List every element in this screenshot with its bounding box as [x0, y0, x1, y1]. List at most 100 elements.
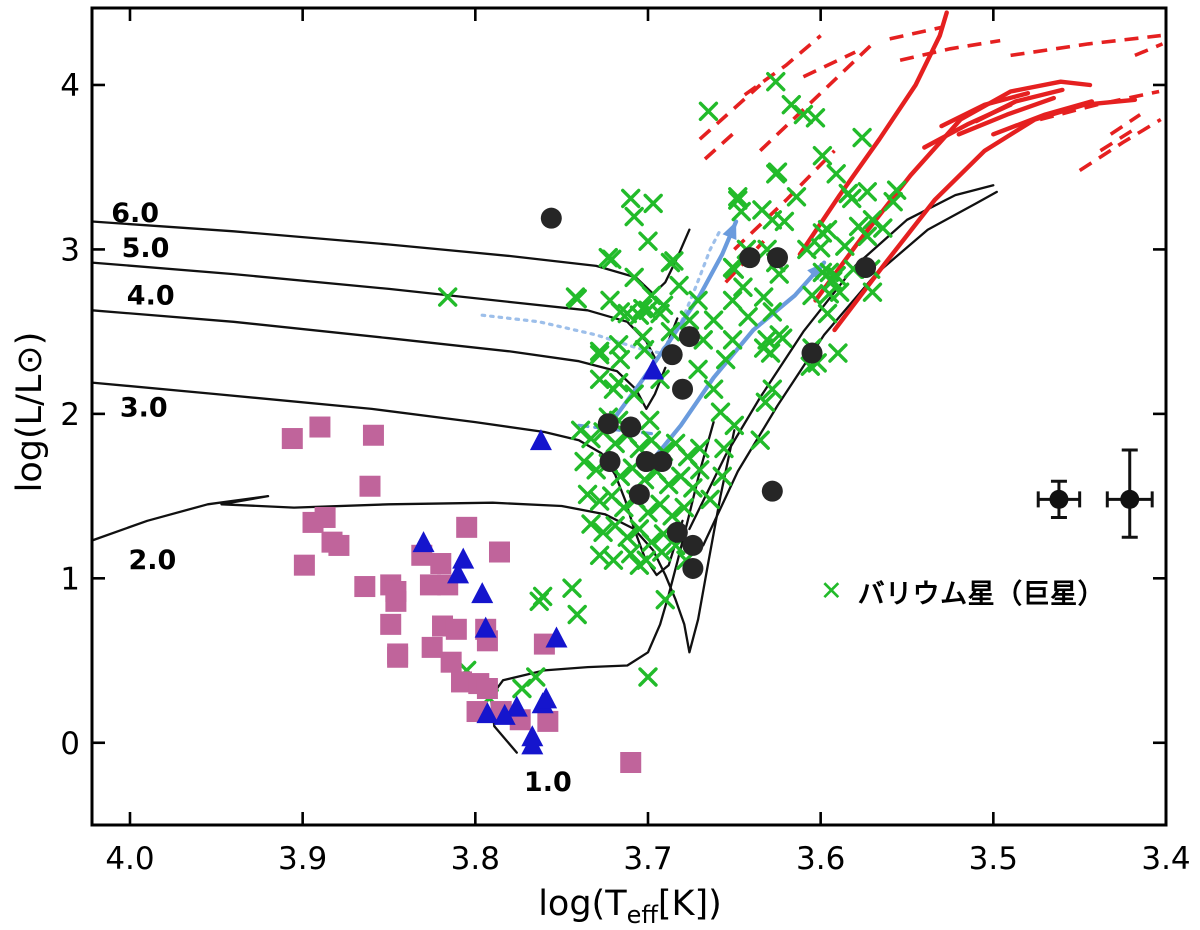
blue-triangles-series	[412, 358, 665, 755]
x-marker	[574, 451, 594, 472]
track-5.0	[90, 261, 679, 363]
x-marker	[608, 372, 629, 393]
x-tick-label: 4.0	[105, 841, 154, 877]
x-marker	[659, 474, 679, 495]
x-marker	[600, 290, 620, 311]
x-marker	[802, 285, 822, 306]
triangle-marker	[412, 531, 435, 553]
x-marker	[862, 282, 883, 302]
square-marker	[328, 534, 350, 556]
triangle-marker	[476, 702, 499, 724]
x-marker	[774, 211, 795, 232]
track-6.0	[90, 220, 691, 295]
agb-dash-1	[743, 34, 822, 97]
agb-tracks-red	[698, 10, 1164, 333]
x-marker	[762, 379, 783, 399]
square-marker	[385, 590, 407, 612]
x-marker	[728, 190, 748, 210]
y-tick-label: 4	[60, 68, 80, 104]
plot-frame	[90, 6, 1168, 827]
square-marker	[362, 424, 384, 446]
x-tick-label: 3.4	[1141, 841, 1190, 877]
x-marker	[817, 219, 838, 240]
square-marker	[533, 633, 555, 655]
circle-marker	[597, 413, 619, 435]
y-tick-label: 3	[60, 232, 80, 268]
circle-marker	[651, 451, 673, 473]
x-marker	[733, 277, 753, 297]
x-marker	[674, 497, 694, 518]
x-marker	[886, 180, 907, 200]
square-marker	[309, 416, 331, 438]
agb-dash-13	[802, 50, 856, 79]
x-marker	[714, 438, 734, 459]
x-marker	[750, 430, 770, 450]
x-tick-label: 3.8	[451, 841, 500, 877]
triangle-marker	[471, 582, 494, 604]
x-marker	[624, 384, 644, 404]
square-marker	[354, 576, 376, 598]
circle-marker	[635, 451, 657, 473]
agb-tangle-1	[939, 90, 1031, 129]
x-tick-label: 3.9	[278, 841, 327, 877]
track-1.0	[489, 420, 715, 754]
error-bar-examples	[1036, 448, 1154, 539]
square-marker	[430, 553, 452, 575]
agb-dash-8	[698, 83, 762, 141]
agb-dash-5	[1010, 33, 1162, 58]
x-tick-label: 3.7	[623, 841, 672, 877]
x-marker	[883, 192, 903, 212]
x-marker	[664, 251, 684, 271]
triangle-marker	[452, 547, 475, 569]
x-marker	[638, 667, 658, 687]
square-marker	[476, 678, 498, 700]
y-tick-label: 1	[60, 561, 80, 597]
x-marker	[703, 379, 724, 399]
circle-marker	[666, 521, 688, 543]
triangle-marker	[447, 562, 470, 584]
triangle-marker	[493, 703, 516, 725]
track-mass-labels: 6.0 5.0 4.0 3.0 2.0 1.0	[111, 198, 572, 798]
barium-giant-stars-series	[437, 71, 907, 709]
x-marker	[512, 678, 532, 699]
x-marker	[589, 491, 610, 511]
x-marker	[614, 497, 634, 518]
x-axis-label-sub: eff	[626, 901, 658, 929]
x-marker	[660, 321, 681, 342]
x-marker	[610, 466, 631, 487]
x-marker	[738, 307, 758, 327]
circle-marker	[739, 247, 761, 269]
square-marker	[440, 651, 462, 673]
x-marker	[703, 310, 724, 330]
x-marker	[819, 284, 839, 304]
x-marker	[653, 295, 674, 316]
x-marker	[683, 478, 703, 498]
agb-dash-7	[1078, 117, 1162, 173]
triangle-marker	[545, 626, 568, 648]
mass-label-2.0: 2.0	[129, 545, 177, 576]
agb-tangle-5	[922, 102, 1013, 150]
x-marker	[722, 330, 743, 350]
x-marker	[857, 182, 877, 202]
track-4.0	[90, 309, 667, 411]
x-marker	[690, 460, 710, 480]
x-marker	[640, 410, 660, 431]
mass-label-6.0: 6.0	[111, 198, 159, 229]
x-marker	[753, 287, 774, 307]
x-marker	[602, 249, 622, 269]
square-marker	[421, 636, 443, 658]
agb-dash-4	[899, 38, 1001, 63]
triangle-marker	[474, 616, 497, 638]
x-marker	[698, 101, 719, 121]
square-marker	[387, 643, 409, 665]
x-marker	[817, 303, 838, 324]
x-marker	[638, 300, 658, 320]
tick-labels: 4.0 3.9 3.8 3.7 3.6 3.5 3.4 0 1 2 3 4	[60, 68, 1190, 877]
mass-label-4.0: 4.0	[127, 280, 175, 311]
square-marker	[380, 613, 402, 635]
x-marker	[753, 338, 774, 358]
x-marker	[848, 216, 869, 237]
x-marker	[662, 506, 682, 526]
x-marker	[826, 164, 846, 184]
